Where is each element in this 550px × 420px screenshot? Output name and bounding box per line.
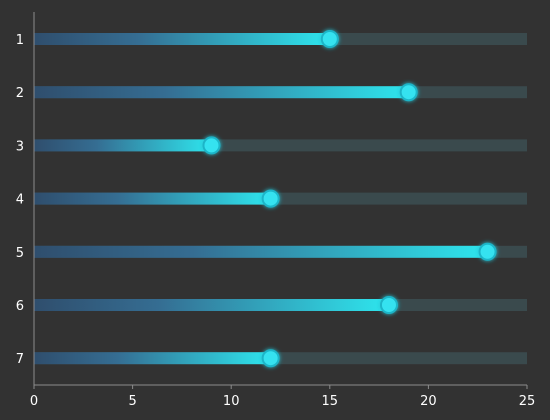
bars [34, 30, 497, 368]
bar-6 [34, 299, 389, 311]
x-tick-label-25: 25 [519, 394, 536, 409]
bar-2 [34, 86, 409, 99]
y-tick-label-7: 7 [16, 352, 24, 367]
y-tick-label-6: 6 [16, 299, 24, 314]
bar-1 [34, 33, 330, 45]
bar-7 [34, 352, 271, 365]
y-tick-label-1: 1 [16, 33, 24, 48]
bar-end-dot-5 [478, 242, 497, 261]
x-tick-label-5: 5 [128, 394, 136, 409]
y-tick-label-3: 3 [16, 139, 24, 154]
bar-end-dot-2 [399, 83, 418, 102]
bar-end-dot-3 [202, 136, 221, 155]
bar-end-dot-4 [261, 189, 280, 208]
x-tick-label-0: 0 [30, 394, 38, 409]
bar-end-dot-1 [320, 30, 339, 48]
x-tick-label-20: 20 [420, 394, 437, 409]
x-tick-label-15: 15 [322, 394, 339, 409]
axes [33, 12, 528, 389]
bar-3 [34, 139, 212, 152]
y-tick-label-2: 2 [16, 86, 24, 101]
y-tick-labels: 1 2 3 4 5 6 7 [16, 33, 24, 367]
y-tick-label-4: 4 [16, 193, 24, 208]
bar-4 [34, 192, 271, 205]
x-tick-label-10: 10 [223, 394, 240, 409]
bar-5 [34, 245, 488, 258]
y-tick-label-5: 5 [16, 246, 24, 261]
x-tick-labels: 0 5 10 15 20 25 [30, 394, 535, 409]
bar-end-dot-6 [379, 296, 398, 314]
bar-end-dot-7 [261, 349, 280, 368]
